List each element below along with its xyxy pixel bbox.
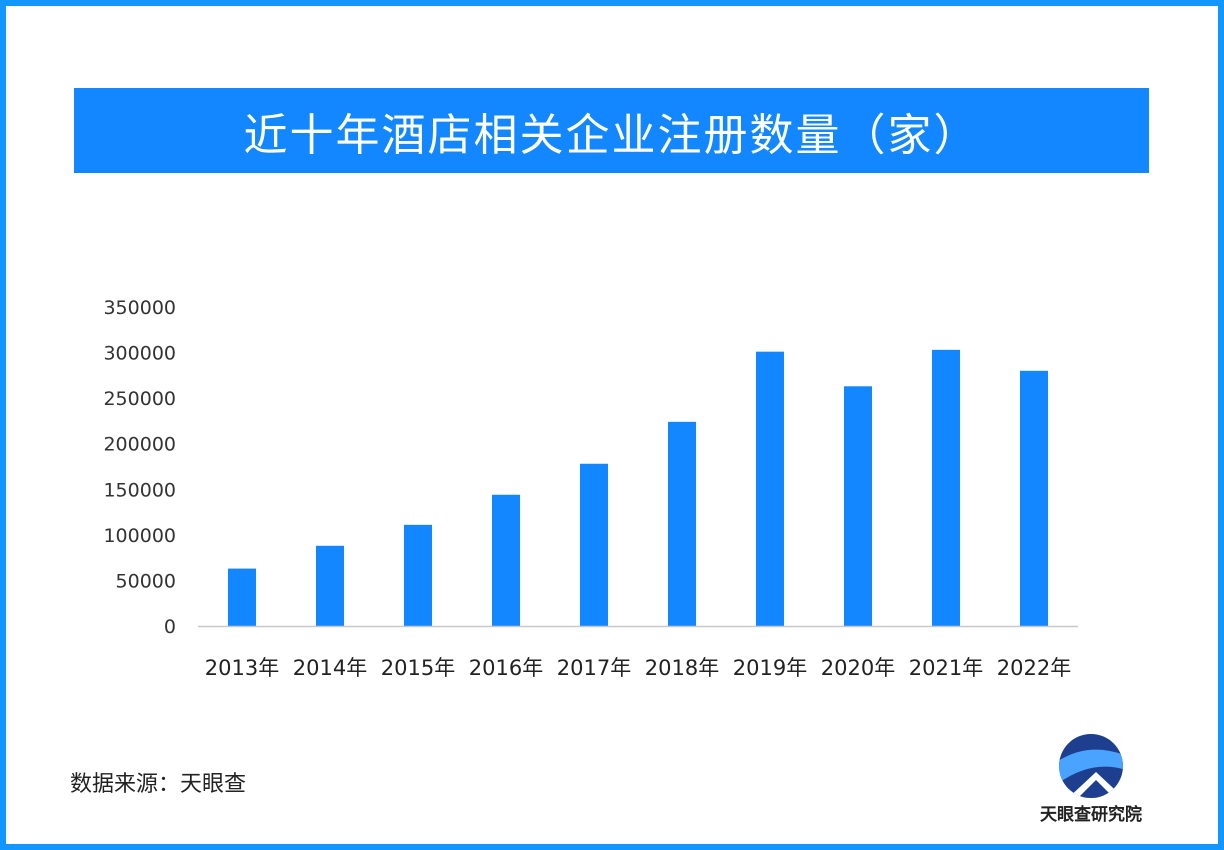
y-tick-label: 300000 — [103, 343, 176, 365]
x-tick-label: 2016年 — [469, 656, 543, 680]
bar — [756, 351, 784, 626]
x-tick-label: 2020年 — [821, 656, 895, 680]
x-tick-label: 2022年 — [997, 656, 1071, 680]
bar — [932, 349, 960, 626]
x-tick-label: 2017年 — [557, 656, 631, 680]
x-tick-label: 2018年 — [645, 656, 719, 680]
bar — [1020, 370, 1048, 626]
bar — [844, 386, 872, 626]
y-tick-label: 250000 — [103, 388, 176, 410]
tianyancha-logo-icon — [1059, 734, 1123, 798]
x-tick-label: 2019年 — [733, 656, 807, 680]
x-tick-label: 2014年 — [293, 656, 367, 680]
y-tick-label: 350000 — [103, 297, 176, 319]
y-tick-label: 150000 — [103, 479, 176, 501]
bar — [580, 463, 608, 626]
title-banner: 近十年酒店相关企业注册数量（家） — [74, 88, 1149, 173]
logo-text: 天眼查研究院 — [1040, 805, 1142, 825]
bar — [492, 494, 520, 626]
bar — [316, 545, 344, 626]
bar — [404, 524, 432, 626]
y-tick-label: 100000 — [103, 525, 176, 547]
y-tick-label: 0 — [164, 616, 176, 638]
y-tick-label: 200000 — [103, 434, 176, 456]
x-tick-label: 2013年 — [205, 656, 279, 680]
chart-title: 近十年酒店相关企业注册数量（家） — [243, 109, 980, 161]
x-tick-label: 2021年 — [909, 656, 983, 680]
data-source: 数据来源：天眼查 — [70, 772, 247, 797]
bar — [228, 568, 256, 626]
x-tick-label: 2015年 — [381, 656, 455, 680]
y-tick-label: 50000 — [116, 570, 176, 592]
logo: 天眼查研究院 — [1026, 730, 1156, 830]
bar — [668, 421, 696, 626]
